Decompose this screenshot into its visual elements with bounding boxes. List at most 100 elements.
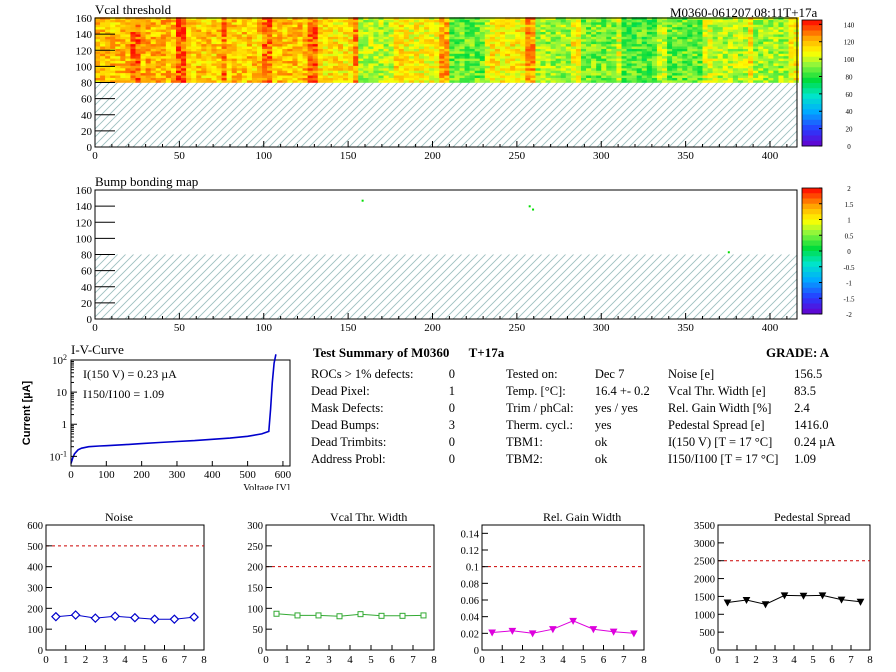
y-tick-label: 400 <box>27 563 43 574</box>
y-tick-label: 600 <box>27 521 43 532</box>
data-point <box>336 613 343 620</box>
iv-x-tick-label: 200 <box>133 469 150 481</box>
colorbar-band <box>802 135 822 142</box>
colorbar-band <box>802 198 822 205</box>
summary-label: TBM1: <box>506 435 543 449</box>
colorbar-band <box>802 219 822 226</box>
iv-x-tick-label: 0 <box>68 469 74 481</box>
colorbar-tick-label: 120 <box>844 39 855 47</box>
summary-row: ROCs > 1% defects: 0 <box>311 366 459 383</box>
iv-annotation-ratio: I150/I100 = 1.09 <box>83 387 164 401</box>
conditions-table: Tested on: Dec 7 Temp. [°C]: 16.4 +- 0.2 Tri… <box>506 366 668 468</box>
y-tick-label: 160 <box>76 185 93 197</box>
summary-row: TBM2: ok <box>506 451 668 468</box>
colorbar-band <box>802 46 822 52</box>
summary-value: ok <box>594 435 608 449</box>
vcal-threshold-heatmap: Vcal threshold 0 50 100 150 200 250 300 350 400 0 2… <box>76 2 799 162</box>
y-tick-label: 0.14 <box>461 529 480 540</box>
iv-annotation-current: I(150 V) = 0.23 µA <box>83 367 177 381</box>
empty-region <box>95 82 797 147</box>
x-tick-label: 200 <box>424 322 441 334</box>
summary-label: Trim / phCal: <box>506 401 574 415</box>
y-tick-label: 0.12 <box>461 546 479 557</box>
summary-label: I(150 V) [T = 17 °C] <box>668 435 773 449</box>
colorbar-band <box>802 214 822 220</box>
x-tick-label: 300 <box>593 150 610 162</box>
bump-point <box>532 208 535 211</box>
x-tick-label: 250 <box>509 322 526 334</box>
colorbar-tick-label: 0 <box>847 143 851 150</box>
small-chart-title: Noise <box>105 510 133 524</box>
y-tick-label: 0 <box>87 142 93 154</box>
summary-value: ok <box>594 452 608 466</box>
colorbar-band <box>802 88 822 94</box>
iv-series-line <box>70 354 277 464</box>
summary-label: Vcal Thr. Width [e] <box>668 384 766 398</box>
bump-point <box>361 199 364 202</box>
y-tick-label: 100 <box>76 61 93 73</box>
colorbar-band <box>802 62 822 68</box>
summary-label: ROCs > 1% defects: <box>311 367 414 381</box>
summary-label: Therm. cycl.: <box>506 418 573 432</box>
colorbar-tick-label: 20 <box>846 126 854 134</box>
x-tick-label: 1 <box>63 654 69 666</box>
small-chart-frame <box>717 524 871 651</box>
y-tick-label: 0.1 <box>466 563 479 574</box>
x-tick-label: 0 <box>263 654 269 666</box>
colorbar-band <box>802 266 822 273</box>
summary-row: Dead Pixel: 1 <box>311 383 459 400</box>
summary-row: I150/I100 [T = 17 °C] 1.09 <box>668 451 844 468</box>
colorbar-band <box>802 277 822 283</box>
x-tick-label: 3 <box>103 654 109 666</box>
data-point <box>549 626 557 634</box>
x-tick-label: 5 <box>581 654 587 666</box>
summary-label: Pedestal Spread [e] <box>668 418 765 432</box>
data-point <box>761 601 770 609</box>
data-point <box>799 592 808 600</box>
y-tick-label: 500 <box>27 542 43 553</box>
colorbar-tick-label: 0.5 <box>845 232 854 240</box>
x-tick-label: 2 <box>83 654 89 666</box>
x-tick-label: 3 <box>326 654 332 666</box>
colorbar-tick-label: -1 <box>846 280 852 288</box>
colorbar-band <box>802 119 822 126</box>
y-tick-label: 50 <box>253 625 264 636</box>
defects-table: ROCs > 1% defects: 0 Dead Pixel: 1 Mask Defe… <box>311 366 459 468</box>
colorbar-band <box>802 203 822 210</box>
colorbar-tick-label: -2 <box>846 311 852 318</box>
y-tick-label: 1000 <box>694 610 715 621</box>
colorbar-band <box>802 104 822 110</box>
y-tick-label: 300 <box>247 521 263 532</box>
colorbar-band <box>802 308 822 315</box>
summary-label: I150/I100 [T = 17 °C] <box>668 452 779 466</box>
iv-y-tick-base: 10 <box>49 451 61 463</box>
summary-value: 16.4 +- 0.2 <box>594 384 650 398</box>
iv-y-tick-label: 1 <box>62 419 68 431</box>
summary-value: 1 <box>448 384 455 398</box>
colorbar-band <box>802 30 822 37</box>
y-tick-label: 60 <box>81 266 93 278</box>
summary-value: 0 <box>448 452 455 466</box>
x-tick-label: 6 <box>389 654 395 666</box>
iv-y-tick-label: 102 <box>52 353 67 367</box>
summary-row: Address Probl: 0 <box>311 451 459 468</box>
y-tick-label: 200 <box>247 563 263 574</box>
y-tick-label: 0 <box>87 314 93 326</box>
colorbar-frame <box>801 19 823 147</box>
x-tick-label: 4 <box>560 654 566 666</box>
colorbar-band <box>802 35 822 42</box>
x-tick-label: 350 <box>677 322 694 334</box>
y-tick-label: 500 <box>699 628 715 639</box>
x-tick-label: 4 <box>791 654 797 666</box>
colorbar-band <box>802 20 822 26</box>
series-line <box>276 613 424 617</box>
summary-row: Mask Defects: 0 <box>311 400 459 417</box>
summary-label: Noise [e] <box>668 367 715 381</box>
series-line <box>727 594 861 605</box>
x-tick-label: 1 <box>284 654 290 666</box>
iv-y-tick-exp: 2 <box>63 353 67 362</box>
colorbar-band <box>802 130 822 136</box>
small-chart-frame <box>265 524 435 651</box>
y-tick-label: 20 <box>81 126 93 138</box>
summary-label: TBM2: <box>506 452 543 466</box>
